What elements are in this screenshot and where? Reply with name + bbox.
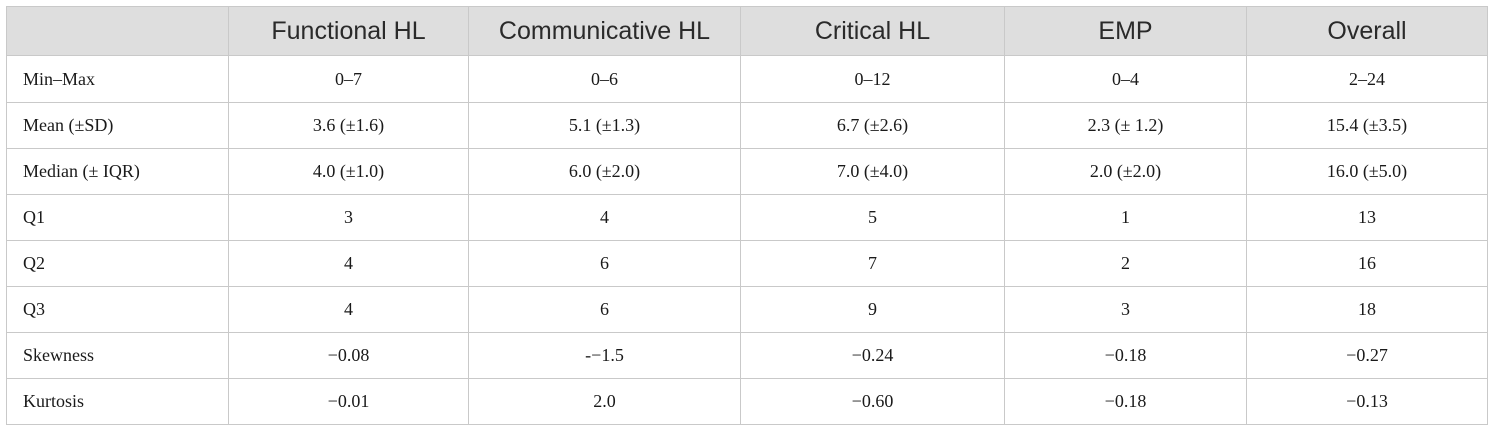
statistics-table: Functional HL Communicative HL Critical … bbox=[6, 6, 1488, 425]
column-header-critical-hl: Critical HL bbox=[740, 6, 1005, 56]
table-cell: 3 bbox=[1004, 286, 1247, 333]
table-cell: 0–4 bbox=[1004, 55, 1247, 103]
table-cell: -−1.5 bbox=[468, 332, 741, 379]
row-label: Q3 bbox=[6, 286, 229, 333]
table-row: Skewness −0.08 -−1.5 −0.24 −0.18 −0.27 bbox=[6, 332, 1488, 379]
column-header-emp: EMP bbox=[1004, 6, 1247, 56]
table-cell: 7 bbox=[740, 240, 1005, 287]
table-cell: 13 bbox=[1246, 194, 1488, 241]
table-cell: 18 bbox=[1246, 286, 1488, 333]
table-row: Mean (±SD) 3.6 (±1.6) 5.1 (±1.3) 6.7 (±2… bbox=[6, 102, 1488, 149]
table-cell: 6.7 (±2.6) bbox=[740, 102, 1005, 149]
column-header-communicative-hl: Communicative HL bbox=[468, 6, 741, 56]
table-cell: 6 bbox=[468, 286, 741, 333]
table-cell: 4 bbox=[228, 286, 469, 333]
table-cell: 7.0 (±4.0) bbox=[740, 148, 1005, 195]
table-cell: −0.08 bbox=[228, 332, 469, 379]
table-cell: 5 bbox=[740, 194, 1005, 241]
row-label: Min–Max bbox=[6, 55, 229, 103]
table-cell: −0.18 bbox=[1004, 378, 1247, 425]
table-cell: 15.4 (±3.5) bbox=[1246, 102, 1488, 149]
table-cell: 2 bbox=[1004, 240, 1247, 287]
table-cell: −0.13 bbox=[1246, 378, 1488, 425]
table-cell: 16.0 (±5.0) bbox=[1246, 148, 1488, 195]
corner-header-cell bbox=[6, 6, 229, 56]
table-cell: 5.1 (±1.3) bbox=[468, 102, 741, 149]
table-cell: −0.27 bbox=[1246, 332, 1488, 379]
table-cell: 4 bbox=[228, 240, 469, 287]
table-cell: 6.0 (±2.0) bbox=[468, 148, 741, 195]
table-cell: 1 bbox=[1004, 194, 1247, 241]
row-label: Q1 bbox=[6, 194, 229, 241]
row-label: Mean (±SD) bbox=[6, 102, 229, 149]
table-row: Kurtosis −0.01 2.0 −0.60 −0.18 −0.13 bbox=[6, 378, 1488, 425]
table-cell: −0.24 bbox=[740, 332, 1005, 379]
row-label: Kurtosis bbox=[6, 378, 229, 425]
column-header-overall: Overall bbox=[1246, 6, 1488, 56]
table-cell: 2.0 bbox=[468, 378, 741, 425]
row-label: Skewness bbox=[6, 332, 229, 379]
table-cell: 9 bbox=[740, 286, 1005, 333]
table-cell: −0.60 bbox=[740, 378, 1005, 425]
table-cell: 2.0 (±2.0) bbox=[1004, 148, 1247, 195]
table-cell: 4.0 (±1.0) bbox=[228, 148, 469, 195]
table-row: Q1 3 4 5 1 13 bbox=[6, 194, 1488, 241]
table-cell: 0–12 bbox=[740, 55, 1005, 103]
table-cell: 4 bbox=[468, 194, 741, 241]
table-cell: 2–24 bbox=[1246, 55, 1488, 103]
table-cell: 2.3 (± 1.2) bbox=[1004, 102, 1247, 149]
table-row: Q3 4 6 9 3 18 bbox=[6, 286, 1488, 333]
table-row: Median (± IQR) 4.0 (±1.0) 6.0 (±2.0) 7.0… bbox=[6, 148, 1488, 195]
header-row: Functional HL Communicative HL Critical … bbox=[6, 6, 1488, 56]
table-row: Q2 4 6 7 2 16 bbox=[6, 240, 1488, 287]
table-cell: −0.01 bbox=[228, 378, 469, 425]
table-cell: 0–6 bbox=[468, 55, 741, 103]
table-cell: 3.6 (±1.6) bbox=[228, 102, 469, 149]
column-header-functional-hl: Functional HL bbox=[228, 6, 469, 56]
table-cell: 6 bbox=[468, 240, 741, 287]
table-cell: 3 bbox=[228, 194, 469, 241]
row-label: Q2 bbox=[6, 240, 229, 287]
row-label: Median (± IQR) bbox=[6, 148, 229, 195]
table-row: Min–Max 0–7 0–6 0–12 0–4 2–24 bbox=[6, 55, 1488, 103]
table-cell: −0.18 bbox=[1004, 332, 1247, 379]
table-cell: 16 bbox=[1246, 240, 1488, 287]
table-cell: 0–7 bbox=[228, 55, 469, 103]
